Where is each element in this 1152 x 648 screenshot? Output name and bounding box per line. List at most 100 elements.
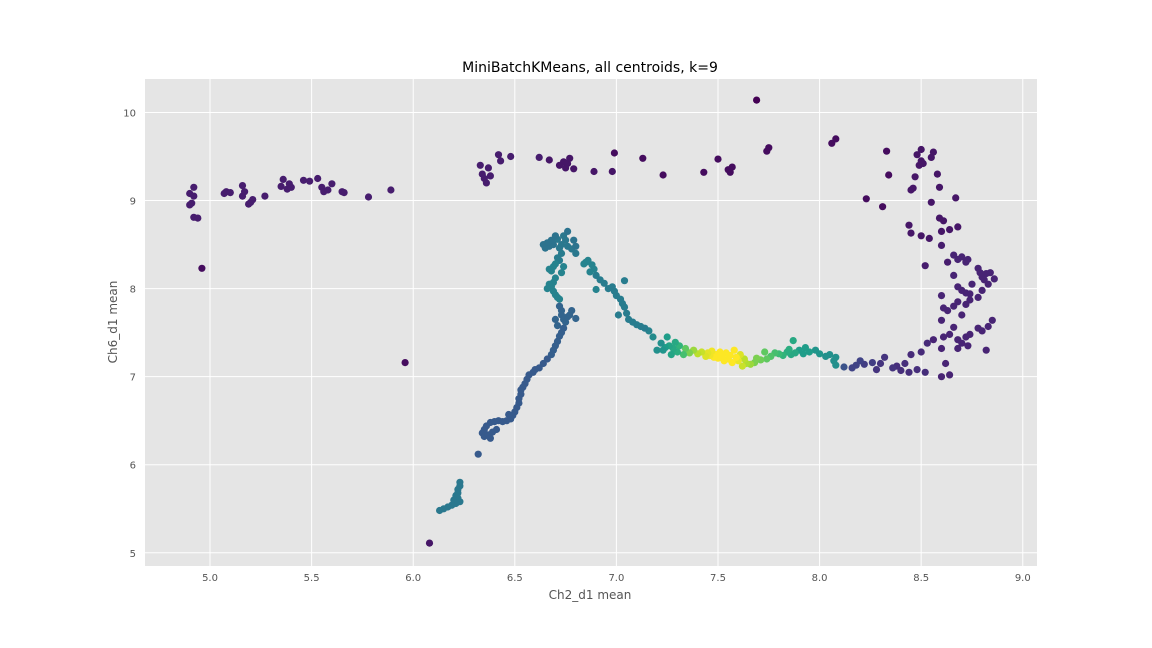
data-point [592,271,600,279]
y-tick-label: 5 [130,549,136,560]
data-point [551,315,560,323]
data-point [681,344,690,353]
data-point [984,280,992,288]
data-point [913,366,921,374]
data-point [425,539,434,547]
data-point [946,371,954,379]
data-point [732,353,740,361]
data-point [954,298,962,306]
data-point [789,337,797,345]
data-point [610,149,619,157]
data-point [966,290,974,298]
data-point [885,171,893,179]
data-point [659,346,667,354]
data-point [586,268,594,276]
data-point [625,315,633,323]
data-point [954,223,962,231]
data-point [287,183,295,191]
data-point [905,368,913,376]
data-point [939,217,948,225]
y-tick-label: 9 [130,197,136,208]
data-point [299,176,308,184]
chart-title: MiniBatchKMeans, all centroids, k=9 [462,60,718,76]
data-point [535,153,543,161]
data-point [249,196,257,204]
data-point [876,359,885,368]
data-point [822,352,830,360]
x-axis-label: Ch2_d1 mean [549,588,632,602]
data-point [570,165,578,173]
data-point [570,236,578,244]
data-point [671,338,679,346]
data-point [545,156,553,164]
data-point [872,366,881,374]
data-point [761,348,769,356]
data-point [937,373,946,381]
x-tick-labels: 5.0 5.5 6.0 6.5 7.0 7.5 8.0 8.5 9.0 [202,573,1031,584]
data-point [539,241,547,249]
data-point [958,253,966,261]
data-point [944,307,952,315]
x-tick-label: 9.0 [1015,573,1031,584]
data-point [623,309,631,317]
data-point [241,188,249,196]
data-point [907,229,915,237]
data-point [566,154,574,162]
y-tick-label: 6 [130,461,136,472]
data-point [984,322,992,331]
data-point [990,275,998,283]
data-point [198,264,206,272]
data-point [937,292,946,300]
data-point [907,351,915,359]
data-point [714,155,722,163]
data-point [572,242,580,250]
data-point [279,175,287,183]
data-point [738,362,747,370]
data-point [986,269,994,277]
y-tick-label: 7 [130,373,136,384]
data-point [958,311,966,319]
data-point [482,179,490,187]
data-point [929,336,938,344]
y-axis-label: Ch6_d1 mean [106,281,120,364]
data-point [925,234,933,242]
data-point [590,167,598,176]
data-point [974,293,982,301]
data-point [811,346,820,354]
data-point [889,364,897,372]
data-point [486,434,494,442]
data-point [848,364,856,372]
data-point [568,307,576,315]
data-point [909,184,917,192]
data-point [663,333,671,341]
data-point [387,186,395,194]
data-point [328,180,336,188]
data-point [927,198,935,206]
data-point [592,285,600,294]
data-point [950,271,958,279]
data-point [436,506,444,515]
data-point [620,277,629,285]
data-point [494,151,503,159]
data-point [901,359,909,368]
data-point [553,254,562,262]
x-tick-label: 6.5 [507,573,523,584]
data-point [194,214,202,222]
data-point [557,269,566,277]
data-point [840,363,848,371]
data-point [324,186,332,194]
x-tick-label: 8.0 [812,573,828,584]
data-point [608,167,616,176]
data-point [982,346,990,354]
data-point [401,359,409,367]
data-point [952,194,960,202]
data-point [306,177,314,185]
data-point [964,342,972,350]
data-point [555,295,564,303]
data-point [944,258,952,266]
data-point [988,316,996,324]
data-point [190,192,198,200]
data-point [765,144,773,152]
data-point [917,145,925,154]
data-point [560,263,568,271]
